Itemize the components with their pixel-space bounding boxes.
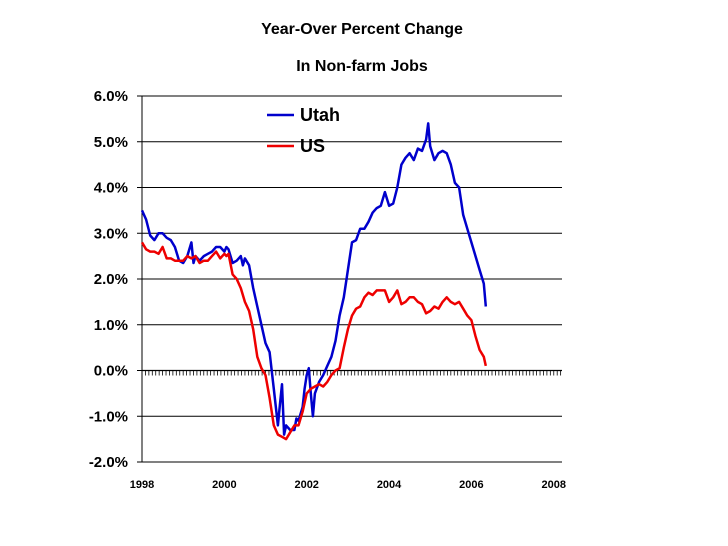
y-tick-label: 3.0% bbox=[94, 225, 128, 242]
y-tick-label: 4.0% bbox=[94, 180, 128, 197]
legend-label-us: US bbox=[300, 136, 325, 156]
x-tick-label: 1998 bbox=[130, 479, 154, 491]
y-axis: 6.0% 5.0% 4.0% 3.0% 2.0% 1.0% 0.0% -1.0% -2.0% bbox=[89, 88, 143, 471]
x-tick-label: 2000 bbox=[212, 479, 236, 491]
y-tick-label: 1.0% bbox=[94, 317, 128, 334]
y-tick-label: 2.0% bbox=[94, 271, 128, 288]
chart-title: Year-Over Percent Change bbox=[261, 21, 463, 38]
y-tick-label: 0.0% bbox=[94, 363, 128, 380]
chart-subtitle: In Non-farm Jobs bbox=[296, 58, 428, 75]
series-line-us bbox=[140, 241, 488, 441]
x-tick-label: 2002 bbox=[294, 479, 318, 491]
y-tick-label: -1.0% bbox=[89, 408, 128, 425]
x-tick-label: 2006 bbox=[459, 479, 483, 491]
y-tick-label: 6.0% bbox=[94, 88, 128, 105]
y-tick-label: -2.0% bbox=[89, 454, 128, 471]
x-axis: 1998 2000 2002 2004 2006 2008 bbox=[130, 369, 566, 491]
legend: Utah US bbox=[267, 105, 340, 156]
y-tick-label: 5.0% bbox=[94, 134, 128, 151]
legend-label-utah: Utah bbox=[300, 105, 340, 125]
series-line-utah bbox=[140, 122, 488, 436]
x-tick-label: 2008 bbox=[542, 479, 566, 491]
x-tick-label: 2004 bbox=[377, 479, 402, 491]
series-lines bbox=[140, 122, 488, 441]
